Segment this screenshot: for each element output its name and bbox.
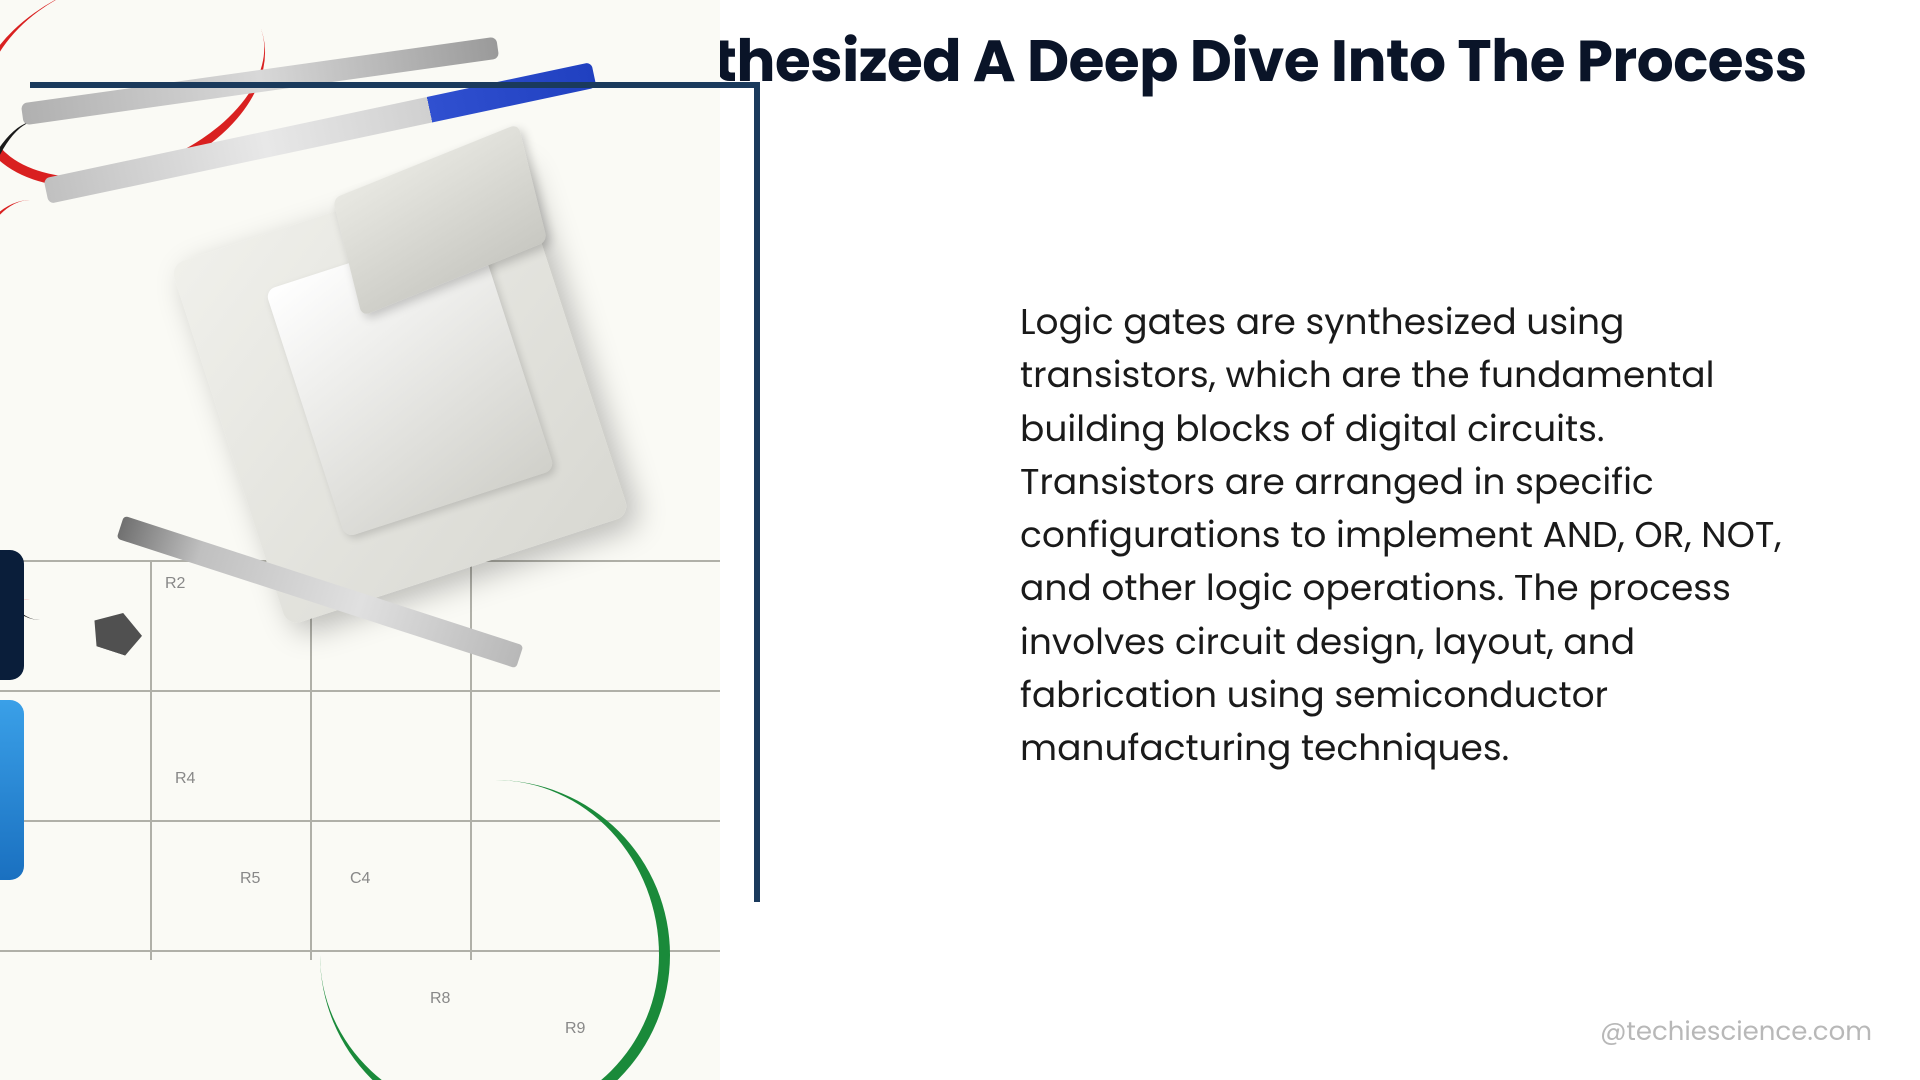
body-paragraph: Logic gates are synthesized using transi… bbox=[1020, 295, 1790, 774]
image-frame-border bbox=[30, 82, 760, 902]
accent-pill-light bbox=[0, 700, 24, 880]
watermark: @techiescience.com bbox=[1600, 1013, 1872, 1052]
accent-pill-dark bbox=[0, 550, 24, 680]
